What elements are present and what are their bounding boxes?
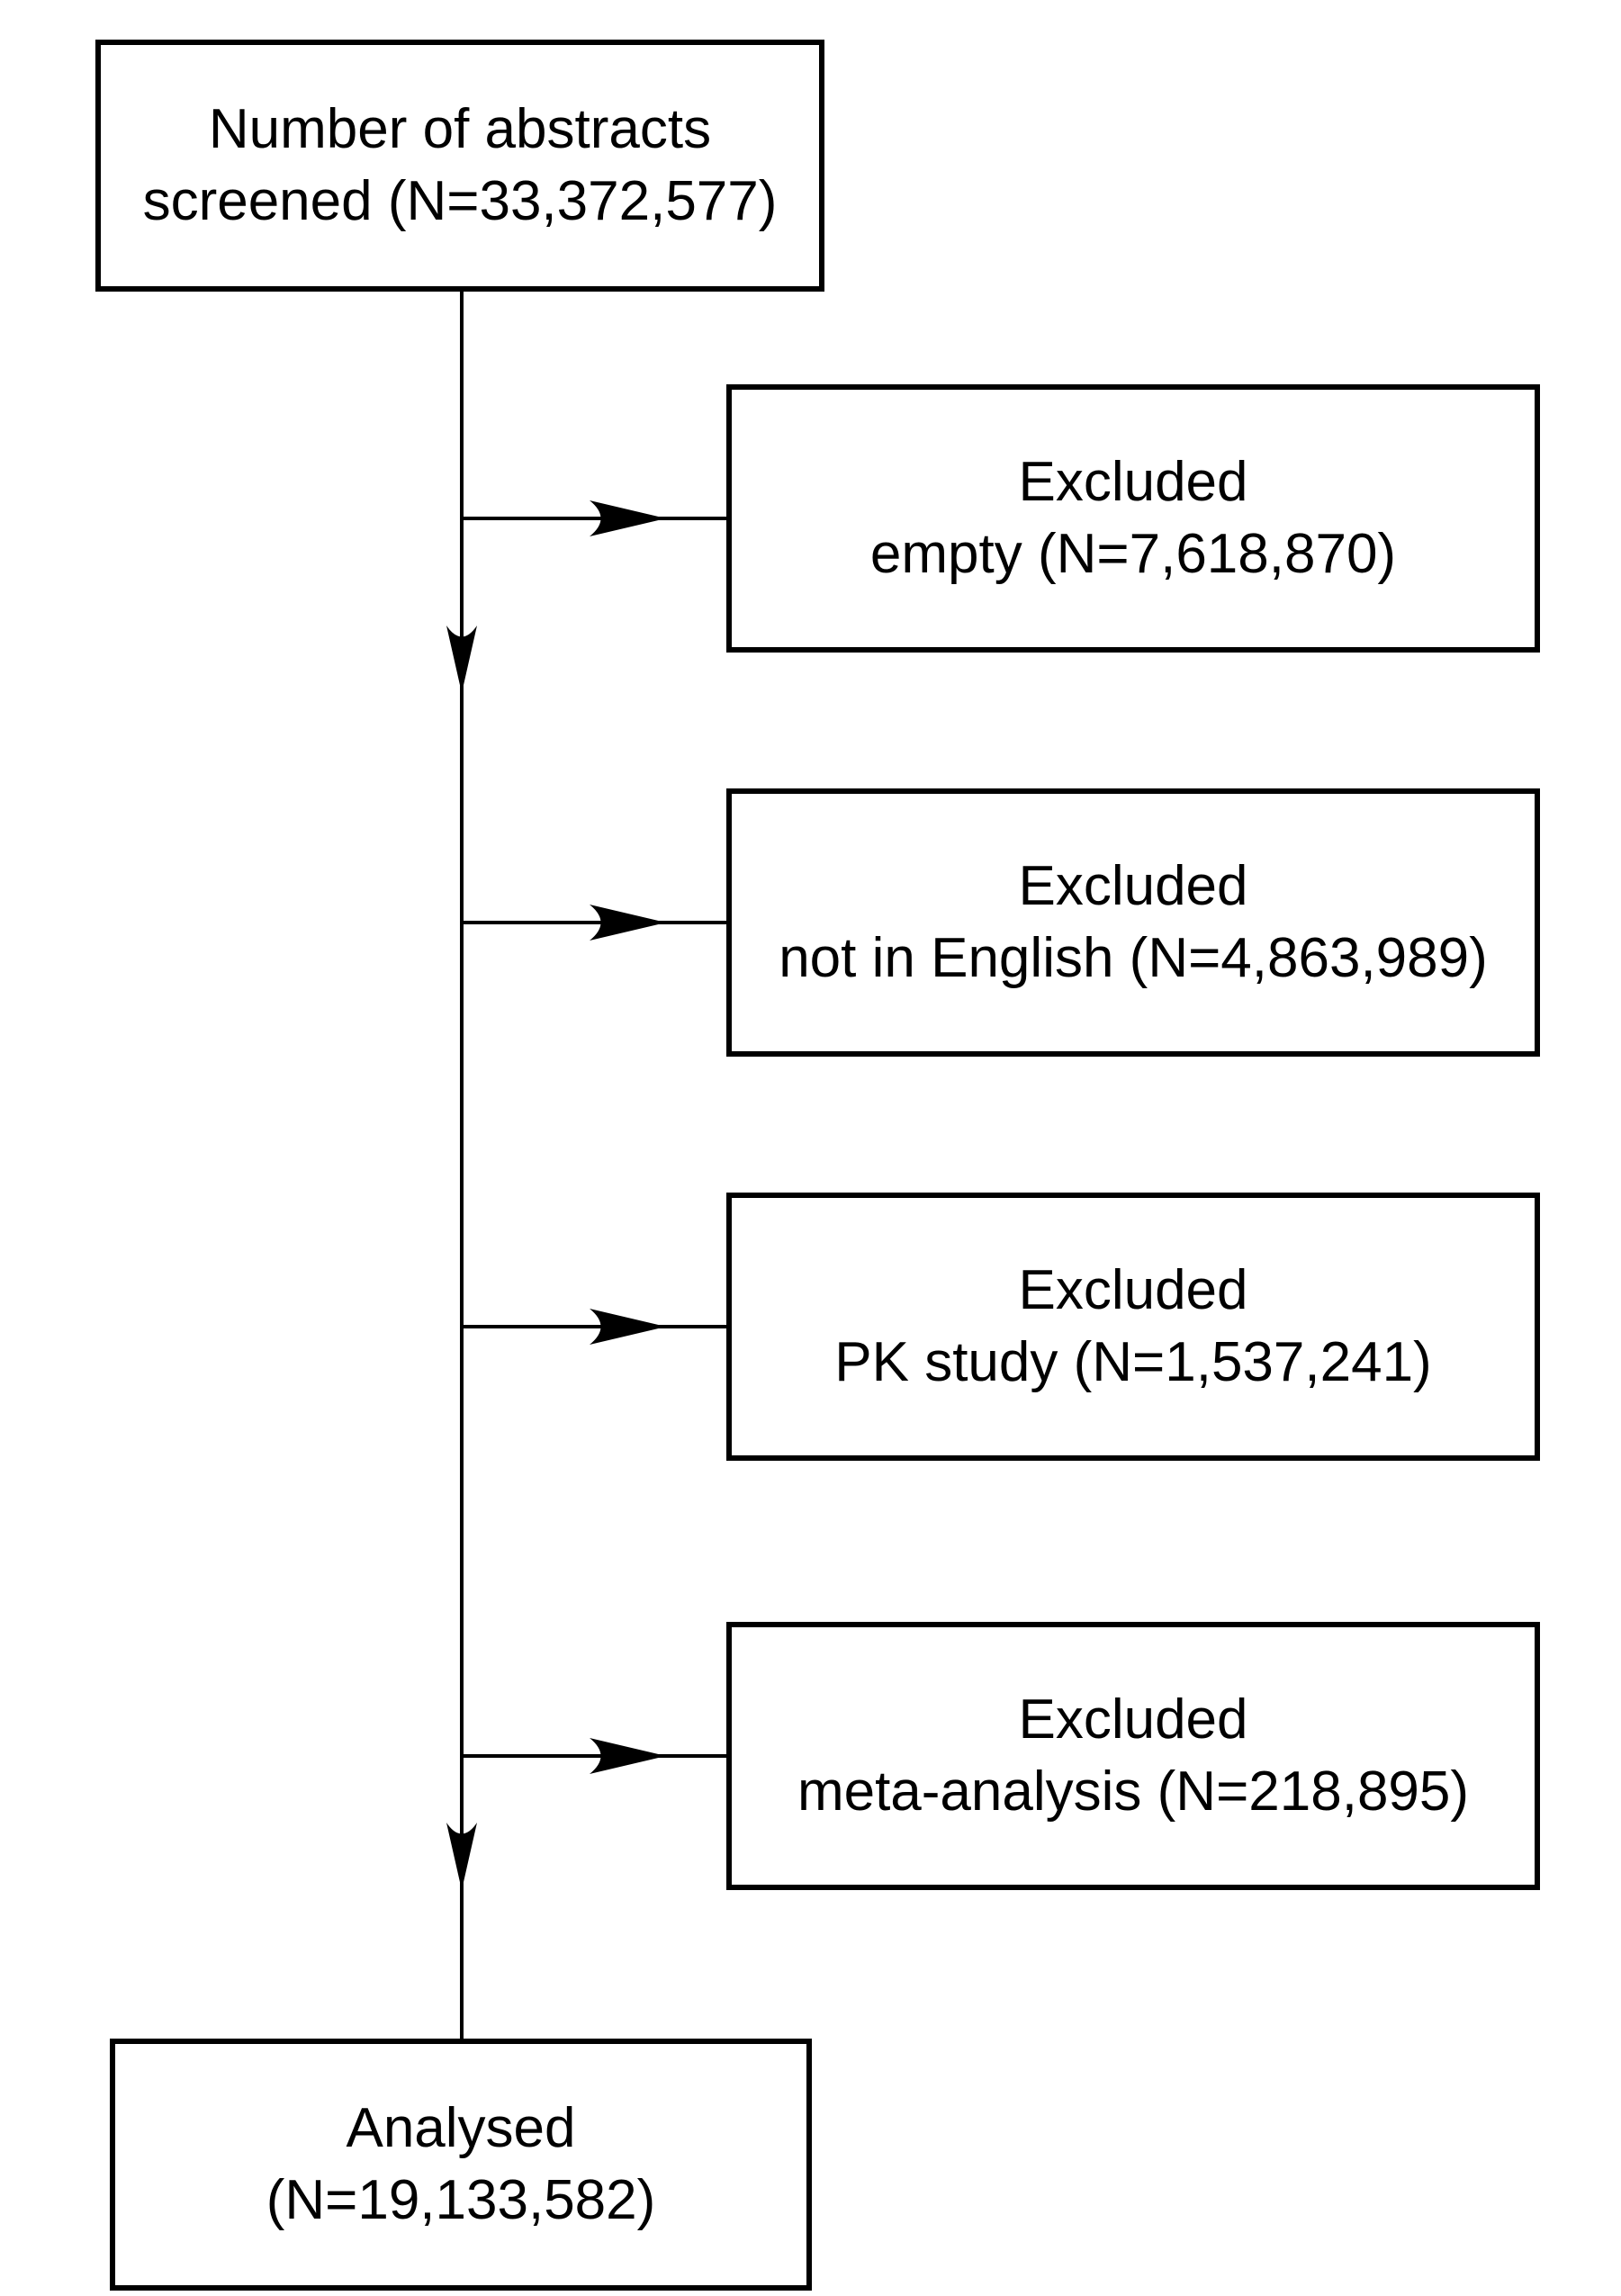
arrowhead-icon — [590, 1309, 666, 1345]
excluded-english-box: Excluded not in English (N=4,863,989) — [726, 788, 1540, 1057]
analysed-label-line1: Analysed — [346, 2097, 576, 2159]
excluded-meta-box: Excluded meta-analysis (N=218,895) — [726, 1622, 1540, 1890]
excluded-meta-line1: Excluded — [1018, 1688, 1248, 1751]
excluded-empty-box: Excluded empty (N=7,618,870) — [726, 384, 1540, 653]
excluded-pk-line2: PK study (N=1,537,241) — [834, 1331, 1432, 1393]
arrowhead-icon — [590, 905, 666, 941]
excluded-empty-line1: Excluded — [1018, 451, 1248, 513]
excluded-pk-line1: Excluded — [1018, 1259, 1248, 1321]
screened-box: Number of abstracts screened (N=33,372,5… — [95, 40, 824, 292]
screened-label-line1: Number of abstracts — [208, 98, 712, 160]
excluded-empty-line2: empty (N=7,618,870) — [869, 523, 1397, 585]
excluded-english-line1: Excluded — [1018, 855, 1248, 917]
analysed-label-line2: (N=19,133,582) — [266, 2169, 656, 2231]
screened-label-line2: screened (N=33,372,577) — [142, 170, 778, 232]
excluded-meta-line2: meta-analysis (N=218,895) — [797, 1760, 1470, 1823]
arrowhead-icon — [446, 1823, 477, 1890]
excluded-english-line2: not in English (N=4,863,989) — [779, 927, 1488, 989]
arrowhead-icon — [590, 500, 666, 536]
analysed-box: Analysed (N=19,133,582) — [110, 2039, 812, 2291]
arrowhead-icon — [446, 626, 477, 693]
arrowhead-icon — [590, 1738, 666, 1774]
excluded-pk-box: Excluded PK study (N=1,537,241) — [726, 1193, 1540, 1461]
